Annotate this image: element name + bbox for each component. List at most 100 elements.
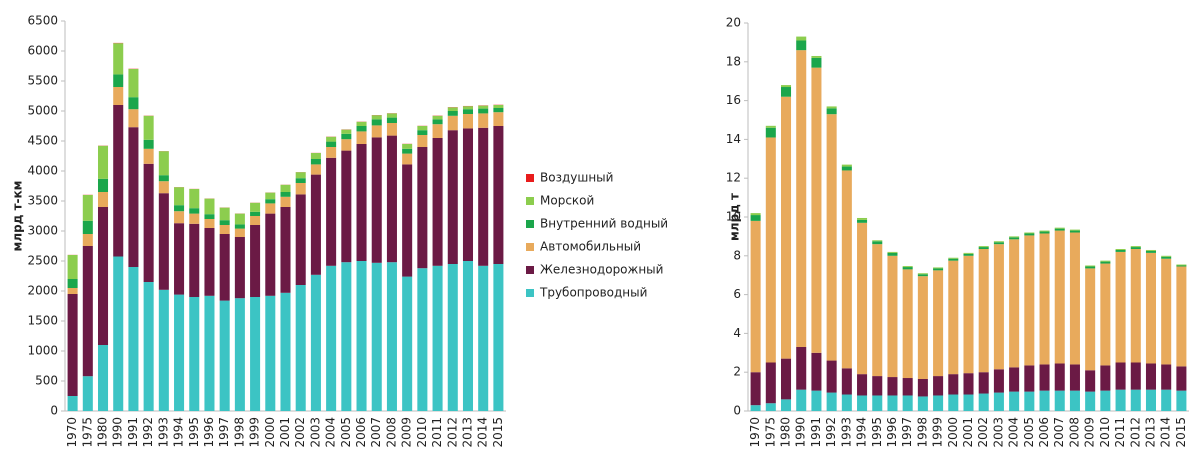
bar-segment <box>841 394 852 411</box>
legend-label: Железнодорожный <box>540 263 663 277</box>
bar-segment <box>493 264 504 411</box>
bar-segment <box>1039 230 1050 232</box>
bar-segment <box>1054 230 1065 364</box>
bar-segment <box>1145 363 1157 390</box>
bar-segment <box>1039 233 1050 365</box>
bar-segment <box>887 252 898 256</box>
bar-segment <box>113 105 124 257</box>
bar-segment <box>963 253 974 256</box>
bar-segment <box>887 377 898 396</box>
x-tick-label: 1999 <box>248 417 262 448</box>
bar-segment <box>780 399 792 411</box>
bar-segment <box>1039 364 1050 391</box>
bar-segment <box>113 74 124 87</box>
bar-segment <box>82 220 93 234</box>
bar-segment <box>1009 239 1020 368</box>
bar-segment <box>478 265 489 411</box>
bar-segment <box>826 106 837 109</box>
bar-segment <box>963 373 974 395</box>
x-tick-label: 2002 <box>976 417 990 448</box>
x-tick-label: 1970 <box>65 417 79 448</box>
bar-segment <box>189 223 200 297</box>
bar-segment <box>1100 263 1111 366</box>
x-tick-label: 1970 <box>748 417 762 448</box>
bar-segment <box>447 264 458 411</box>
y-tick-label: 8 <box>733 248 741 262</box>
bar-segment <box>1161 389 1172 411</box>
bar-segment <box>447 130 458 264</box>
bar-segment <box>750 213 761 216</box>
bar-segment <box>933 268 944 271</box>
bar-segment <box>189 189 200 209</box>
bar-segment <box>234 298 245 411</box>
bar-segment <box>158 289 169 411</box>
bar-segment <box>478 113 489 128</box>
y-tick-label: 5500 <box>27 74 58 88</box>
bar-segment <box>796 50 807 347</box>
x-tick-label: 1975 <box>763 417 777 448</box>
bar-segment <box>432 138 443 266</box>
x-tick-label: 2002 <box>293 417 307 448</box>
bar-segment <box>204 295 215 411</box>
x-tick-label: 2006 <box>1037 417 1051 448</box>
bar-segment <box>158 175 169 182</box>
bar-segment <box>250 216 261 225</box>
bar-segment <box>750 220 761 373</box>
bar-segment <box>765 403 776 411</box>
bar-segment <box>219 207 230 221</box>
bar-segment <box>265 192 276 200</box>
bar-segment <box>402 153 413 165</box>
x-tick-label: 2015 <box>491 417 505 448</box>
x-tick-label: 1998 <box>915 417 929 448</box>
bar-segment <box>82 195 93 221</box>
bar-segment <box>432 119 443 125</box>
bar-segment <box>993 242 1004 245</box>
bar-segment <box>341 150 352 263</box>
y-tick-label: 6 <box>733 287 741 301</box>
x-tick-label: 1999 <box>931 417 945 448</box>
bar-segment <box>1176 390 1187 411</box>
y-tick-label: 4000 <box>27 164 58 178</box>
bar-segment <box>902 269 913 379</box>
bar-segment <box>371 119 382 126</box>
legend-label: Внутренний водный <box>540 217 668 231</box>
bar-segment <box>1085 266 1096 269</box>
y-tick-label: 0 <box>733 404 741 418</box>
bar-segment <box>356 131 367 144</box>
x-tick-label: 2011 <box>1113 417 1127 448</box>
x-tick-label: 1996 <box>885 417 899 448</box>
bar-segment <box>295 194 306 285</box>
legend-swatch <box>526 174 534 182</box>
x-tick-label: 2012 <box>1128 417 1142 448</box>
bar-segment <box>174 205 185 212</box>
bar-segment <box>493 112 504 126</box>
bar-segment <box>765 127 776 138</box>
bar-segment <box>1100 390 1111 411</box>
bar-segment <box>128 69 139 98</box>
x-tick-label: 2001 <box>278 417 292 448</box>
bar-segment <box>811 390 822 411</box>
bar-segment <box>386 117 397 123</box>
bar-segment <box>841 164 852 167</box>
bar-segment <box>902 266 913 268</box>
bar-segment <box>326 141 337 147</box>
bar-segment <box>265 295 276 411</box>
bar-segment <box>1161 258 1172 365</box>
bar-segment <box>1176 264 1187 266</box>
y-tick-label: 6500 <box>27 14 58 28</box>
bar-segment <box>128 97 139 110</box>
bar-segment <box>1145 252 1157 364</box>
bar-segment <box>219 300 230 411</box>
bar-segment <box>67 279 78 288</box>
bar-segment <box>978 372 989 394</box>
bar-segment <box>310 274 321 411</box>
y-axis-label: млрд т <box>728 193 742 241</box>
x-tick-label: 2000 <box>263 417 277 448</box>
bar-segment <box>462 114 474 129</box>
bar-segment <box>872 240 883 242</box>
bar-segment <box>402 164 413 277</box>
x-tick-label: 2008 <box>1067 417 1081 448</box>
bar-segment <box>1100 365 1111 391</box>
y-tick-label: 1500 <box>27 314 58 328</box>
bar-segment <box>493 108 504 113</box>
